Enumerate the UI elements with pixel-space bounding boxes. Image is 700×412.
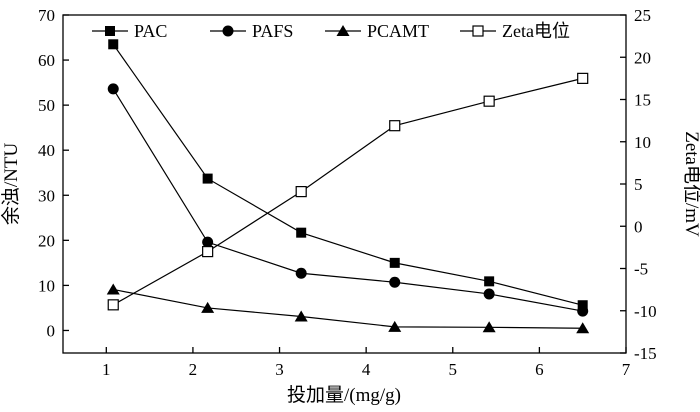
series-line: [112, 88, 583, 312]
legend-item: Zeta电位: [460, 21, 570, 41]
data-point: [202, 246, 214, 258]
series-line: [112, 77, 583, 306]
y-axis-left-label: 余浊/NTU: [0, 143, 22, 226]
data-point: [577, 300, 588, 311]
series-3: [107, 72, 589, 311]
x-tick-label: 7: [622, 360, 631, 379]
data-point: [106, 283, 120, 295]
legend: PAC PAFS PCAMT Zeta电位: [92, 21, 570, 41]
y-right-tick-label: 25: [634, 6, 651, 25]
legend-item: PAC: [92, 21, 167, 41]
x-tick-label: 3: [275, 360, 284, 379]
data-point: [388, 320, 402, 332]
x-tick-label: 1: [102, 360, 111, 379]
data-point: [576, 322, 590, 334]
data-point: [202, 236, 214, 248]
data-point: [483, 288, 495, 300]
legend-marker: [472, 25, 484, 37]
legend-marker: [336, 25, 350, 36]
legend-marker: [222, 25, 234, 37]
data-point: [294, 310, 308, 322]
y-right-tick-label: 0: [634, 217, 643, 236]
x-axis-label: 投加量/(mg/g): [287, 384, 401, 406]
legend-label: PAFS: [252, 21, 293, 41]
data-point: [107, 299, 119, 311]
y-right-tick-label: 15: [634, 91, 651, 110]
x-tick-label: 5: [449, 360, 458, 379]
series-1: [107, 83, 589, 317]
data-point: [577, 305, 589, 317]
y-left-tick-label: 60: [38, 51, 55, 70]
legend-item: PCAMT: [325, 21, 429, 41]
series-2: [106, 283, 590, 334]
y-left-tick-label: 40: [38, 141, 55, 160]
data-point: [483, 95, 495, 107]
y-left-tick-label: 30: [38, 186, 55, 205]
legend-label: PAC: [134, 21, 167, 41]
data-point: [389, 120, 401, 132]
data-point: [108, 39, 119, 50]
data-point: [389, 276, 401, 288]
data-point: [482, 321, 496, 333]
y-left-tick-label: 70: [38, 6, 55, 25]
legend-label: Zeta电位: [502, 21, 570, 41]
data-point: [389, 257, 400, 268]
y-right-tick-label: 10: [634, 133, 651, 152]
y-right-tick-label: -10: [634, 302, 657, 321]
y-left-tick-label: 20: [38, 231, 55, 250]
plot-frame: [62, 14, 627, 354]
data-point: [295, 186, 307, 198]
data-point: [484, 276, 495, 287]
legend-item: PAFS: [210, 21, 293, 41]
series-line: [112, 43, 583, 306]
data-point: [107, 83, 119, 95]
data-point: [295, 267, 307, 279]
y-right-tick-label: -15: [634, 344, 657, 363]
legend-label: PCAMT: [367, 21, 429, 41]
data-point: [201, 301, 215, 313]
y-axis-right-label: Zeta电位/mV: [681, 131, 700, 237]
y-right-tick-label: 20: [634, 48, 651, 67]
series-layer: [106, 39, 590, 334]
y-left-tick-label: 10: [38, 276, 55, 295]
x-tick-label: 6: [535, 360, 544, 379]
y-right-tick-label: 5: [634, 175, 643, 194]
x-tick-label: 4: [362, 360, 371, 379]
series-0: [108, 39, 588, 311]
data-point: [577, 72, 589, 84]
y-right-tick-label: -5: [634, 260, 648, 279]
legend-marker: [105, 26, 115, 36]
series-line: [113, 288, 583, 329]
data-point: [296, 227, 307, 238]
x-tick-label: 2: [189, 360, 198, 379]
data-point: [202, 173, 213, 184]
y-left-tick-label: 0: [47, 321, 56, 340]
y-left-tick-label: 50: [38, 96, 55, 115]
